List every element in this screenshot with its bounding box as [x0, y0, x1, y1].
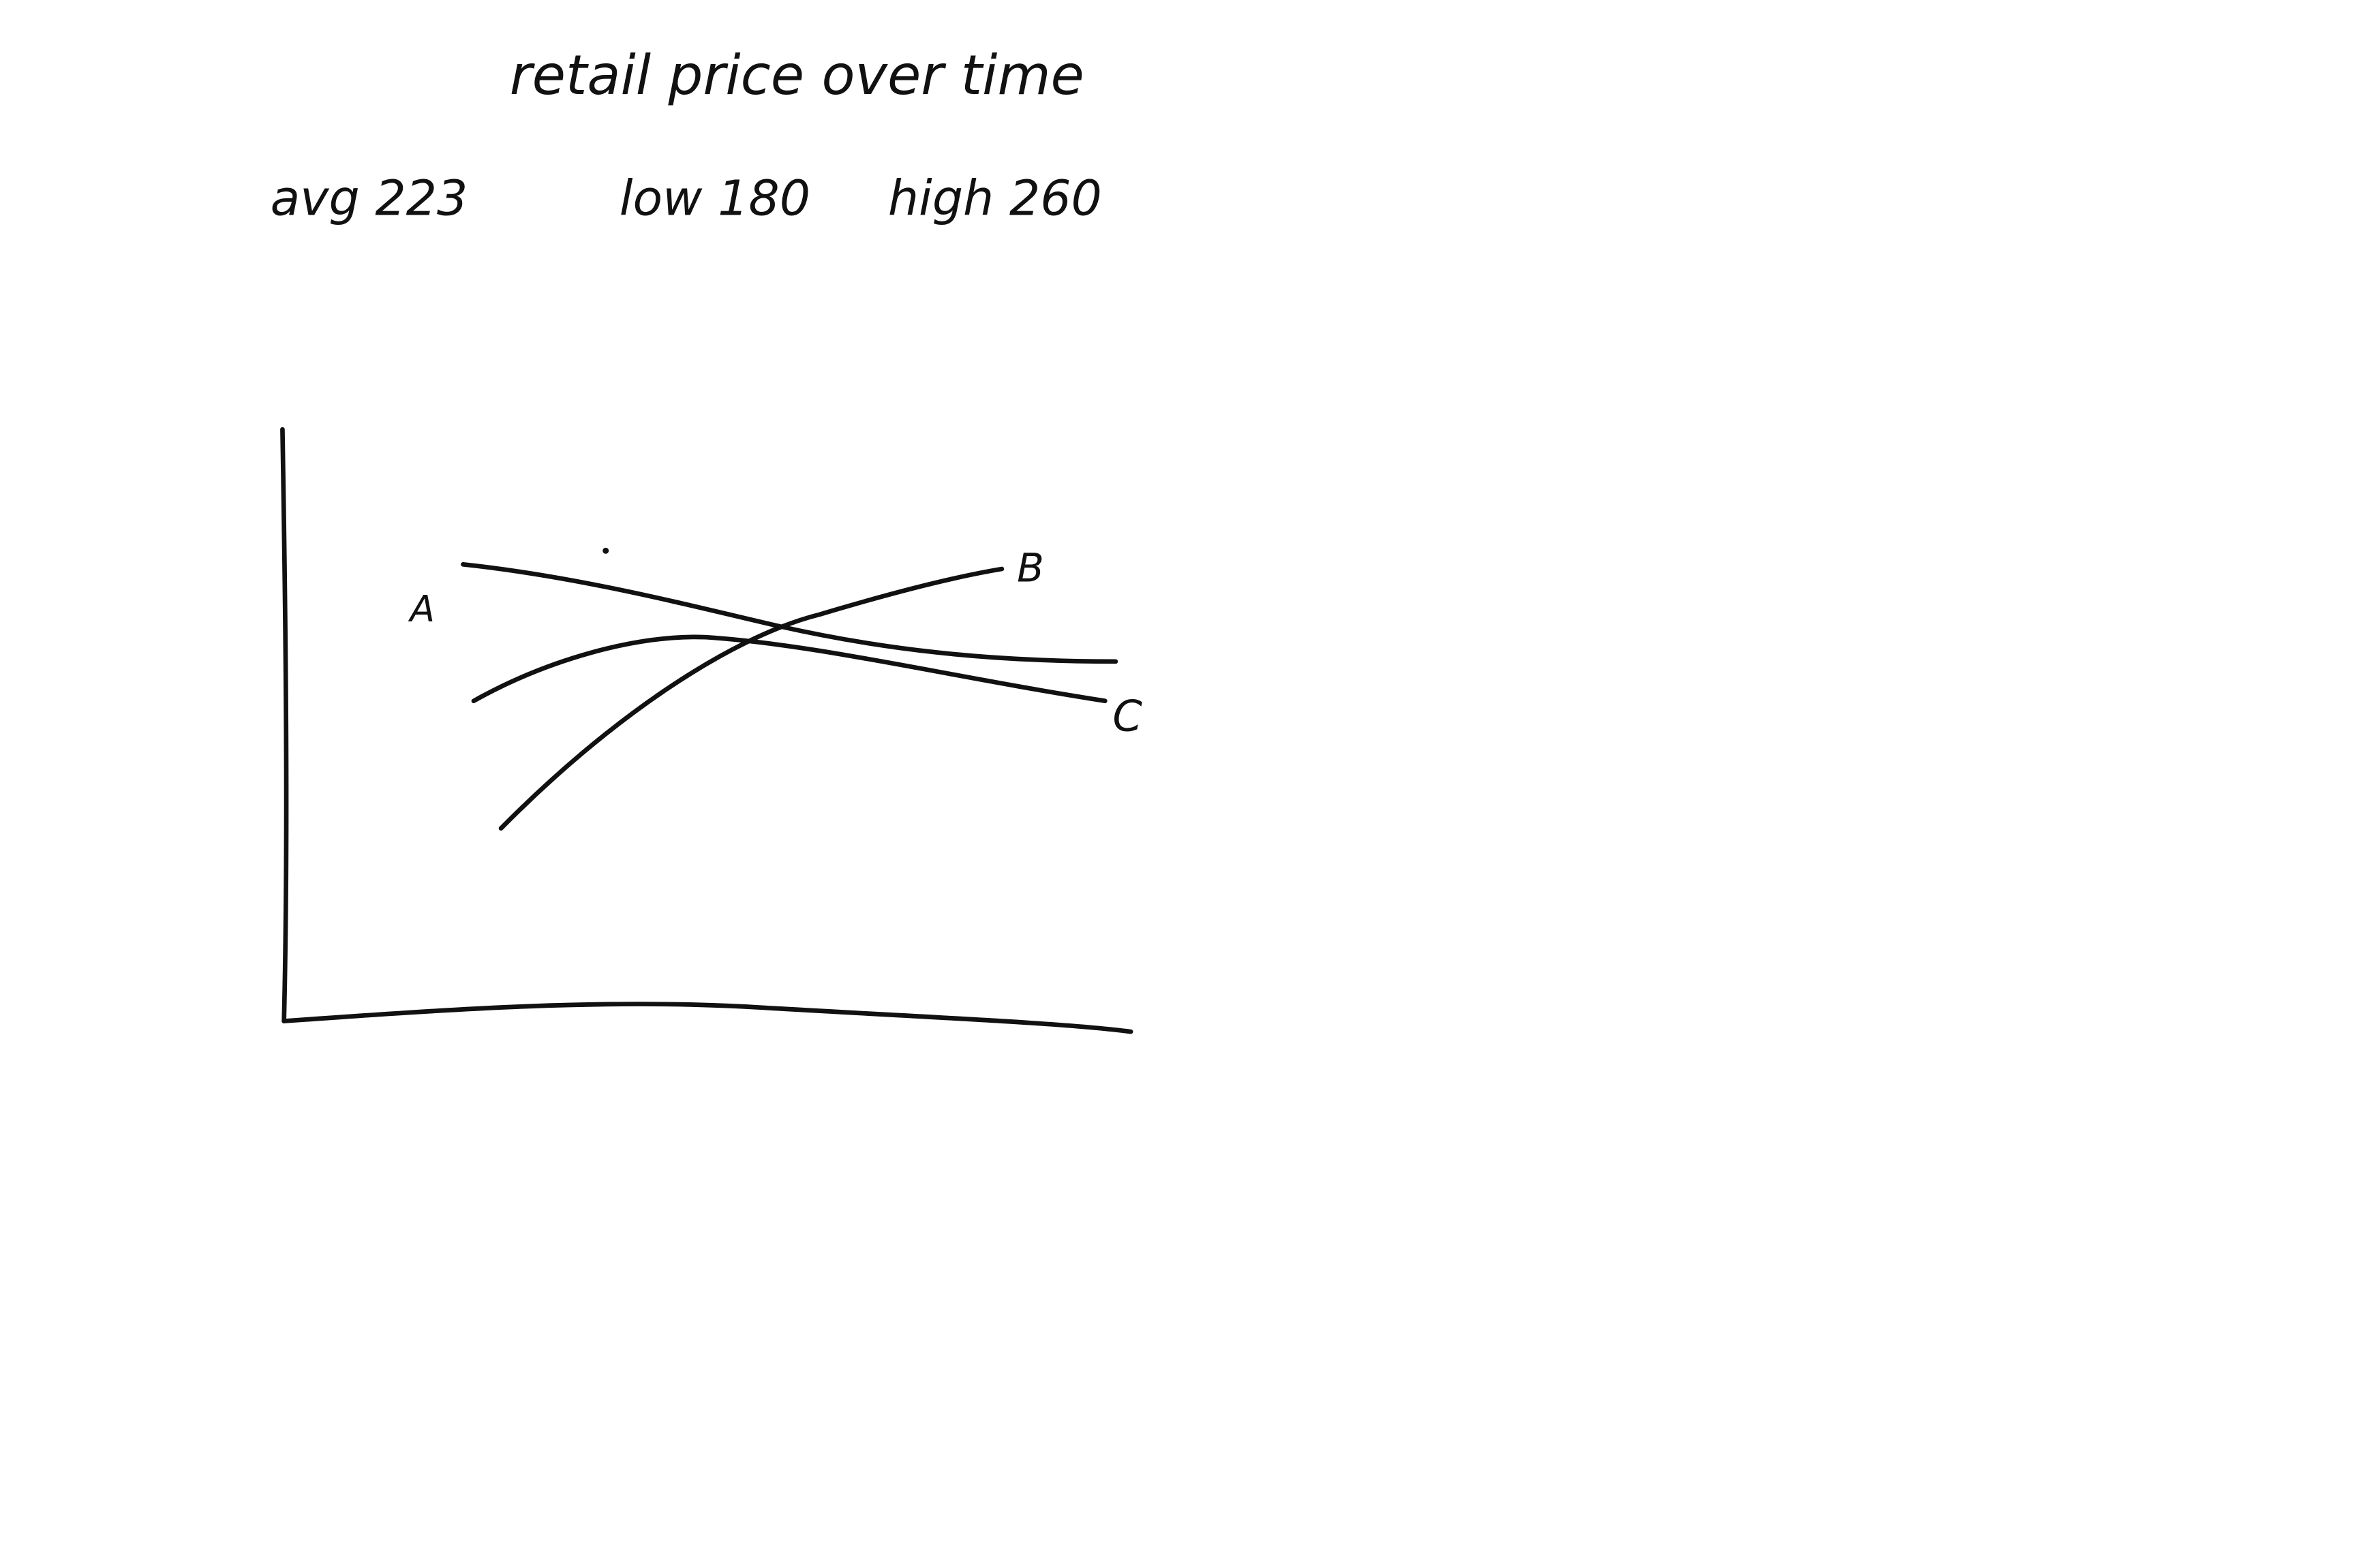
title: retail price over time [510, 44, 1084, 107]
label-b: B [1017, 544, 1044, 591]
dot [602, 547, 609, 554]
label-a: A [408, 587, 435, 630]
stat-avg: avg 223 [271, 170, 468, 227]
line-a [461, 561, 1118, 664]
y-axis [280, 427, 289, 1023]
stat-low: low 180 [620, 170, 810, 227]
x-axis [281, 1002, 1133, 1034]
line-b [498, 566, 1005, 831]
label-c: C [1112, 692, 1142, 741]
line-c [471, 634, 1108, 704]
stat-high: high 260 [888, 170, 1102, 227]
